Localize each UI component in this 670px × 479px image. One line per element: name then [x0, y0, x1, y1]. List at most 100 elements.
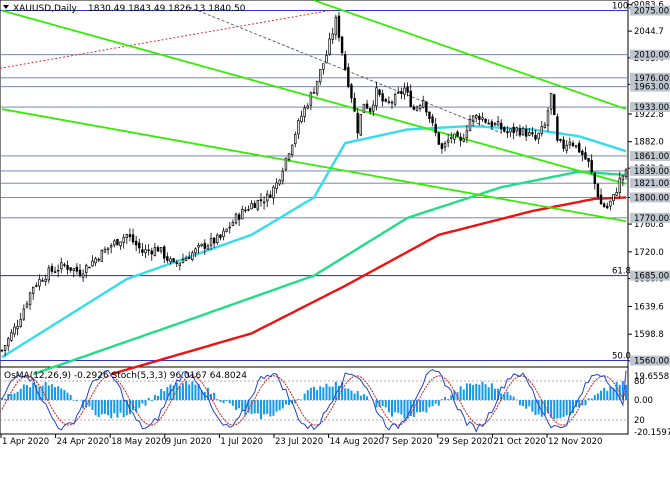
indicator-tick-label: 20: [634, 416, 645, 426]
candle-body: [562, 139, 565, 149]
candle-body: [191, 252, 194, 261]
candle-body: [406, 86, 409, 93]
level-label: 1685.00: [634, 272, 669, 282]
candle-body: [599, 194, 603, 205]
indicator-tick-label: 0.00: [634, 396, 653, 406]
candle-body: [50, 266, 54, 272]
level-label-box: [630, 150, 670, 161]
candle-body: [31, 286, 35, 294]
level-label: 1976.00: [634, 74, 669, 84]
channel-line: [313, 0, 627, 110]
channel-lines: [1, 0, 627, 223]
level-label: 1770.00: [634, 214, 669, 224]
candle-body: [147, 249, 150, 252]
candle-body: [78, 269, 82, 277]
level-label-box: [630, 212, 670, 223]
candle-body: [556, 116, 559, 141]
candle-body: [418, 105, 422, 109]
candle-body: [350, 84, 353, 99]
candle-body: [496, 121, 500, 126]
level-label-box: [630, 165, 670, 176]
collapse-icon[interactable]: [3, 5, 9, 9]
candle-body: [368, 108, 372, 112]
candle-body: [606, 205, 609, 209]
channel-line: [1, 9, 627, 185]
candle-body: [272, 186, 275, 199]
candle-body: [103, 248, 107, 253]
candle-body: [468, 119, 472, 132]
fib-level-label: 61.8: [612, 267, 631, 277]
candle-body: [247, 209, 250, 211]
indicator-tick-label: -20.1597: [634, 428, 670, 438]
candle-body: [109, 245, 113, 248]
level-label: 1861.00: [634, 152, 669, 162]
candle-body: [294, 134, 297, 145]
candle-body: [138, 242, 141, 249]
candle-body: [197, 245, 200, 248]
candle-body: [134, 240, 138, 246]
fib-level-label: 50.0: [612, 352, 631, 362]
candle-body: [187, 256, 191, 260]
candle-body: [222, 230, 225, 238]
candle-body: [362, 103, 366, 113]
candle-body: [443, 142, 447, 148]
candle-body: [237, 214, 241, 220]
candle-body: [209, 237, 213, 246]
candle-body: [509, 128, 512, 133]
candle-body: [156, 247, 160, 252]
candle-body: [325, 55, 328, 64]
candle-body: [347, 67, 350, 87]
level-label: 1560.00: [634, 357, 669, 367]
candle-body: [253, 203, 256, 208]
candle-body: [231, 222, 235, 227]
candle-body: [113, 240, 116, 246]
candle-body: [574, 144, 578, 148]
candle-body: [234, 213, 238, 224]
candle-body: [521, 127, 525, 136]
symbol-label: XAUUSD,Daily: [13, 4, 77, 14]
price-tick-label: 1639.6: [634, 302, 664, 312]
candle-body: [481, 117, 484, 120]
candle-body: [125, 234, 129, 239]
candle-body: [56, 269, 60, 272]
candle-body: [334, 16, 338, 35]
price-tick-label: 1720.0: [634, 248, 664, 258]
candle-body: [241, 209, 244, 220]
candle-body: [178, 262, 182, 266]
candle-body: [421, 100, 425, 108]
candle-body: [375, 87, 378, 107]
time-tick-label: 29 Sep 2020: [439, 437, 493, 447]
candle-body: [85, 264, 88, 273]
candle-body: [10, 332, 13, 341]
level-label-box: [630, 355, 670, 366]
candle-body: [359, 114, 363, 136]
candle-body: [153, 247, 157, 256]
candle-body: [225, 228, 228, 232]
candle-body: [440, 143, 444, 149]
candle-body: [493, 123, 497, 126]
candle-body: [328, 38, 331, 55]
channel-line: [1, 108, 627, 223]
price-tick-label: 1760.8: [634, 220, 664, 230]
ohlc-label: 1830.49 1843.49 1826.13 1840.50: [88, 4, 246, 14]
candle-body: [72, 268, 75, 271]
candle-body: [340, 36, 344, 54]
candle-body: [256, 200, 260, 210]
candle-body: [546, 110, 550, 126]
level-label: 1933.00: [634, 103, 669, 113]
level-label: 2010.00: [634, 51, 669, 61]
candle-body: [531, 132, 534, 135]
candle-body: [615, 192, 618, 196]
candle-body: [356, 112, 359, 134]
indicator-tick-label: 19.6558: [634, 372, 669, 382]
candle-body: [549, 92, 553, 110]
candle-body: [319, 69, 322, 83]
candle-body: [244, 209, 247, 212]
candle-body: [100, 250, 104, 262]
candle-body: [194, 248, 197, 254]
candle-body: [450, 136, 453, 139]
candle-body: [3, 345, 7, 351]
candle-body: [0, 349, 4, 352]
